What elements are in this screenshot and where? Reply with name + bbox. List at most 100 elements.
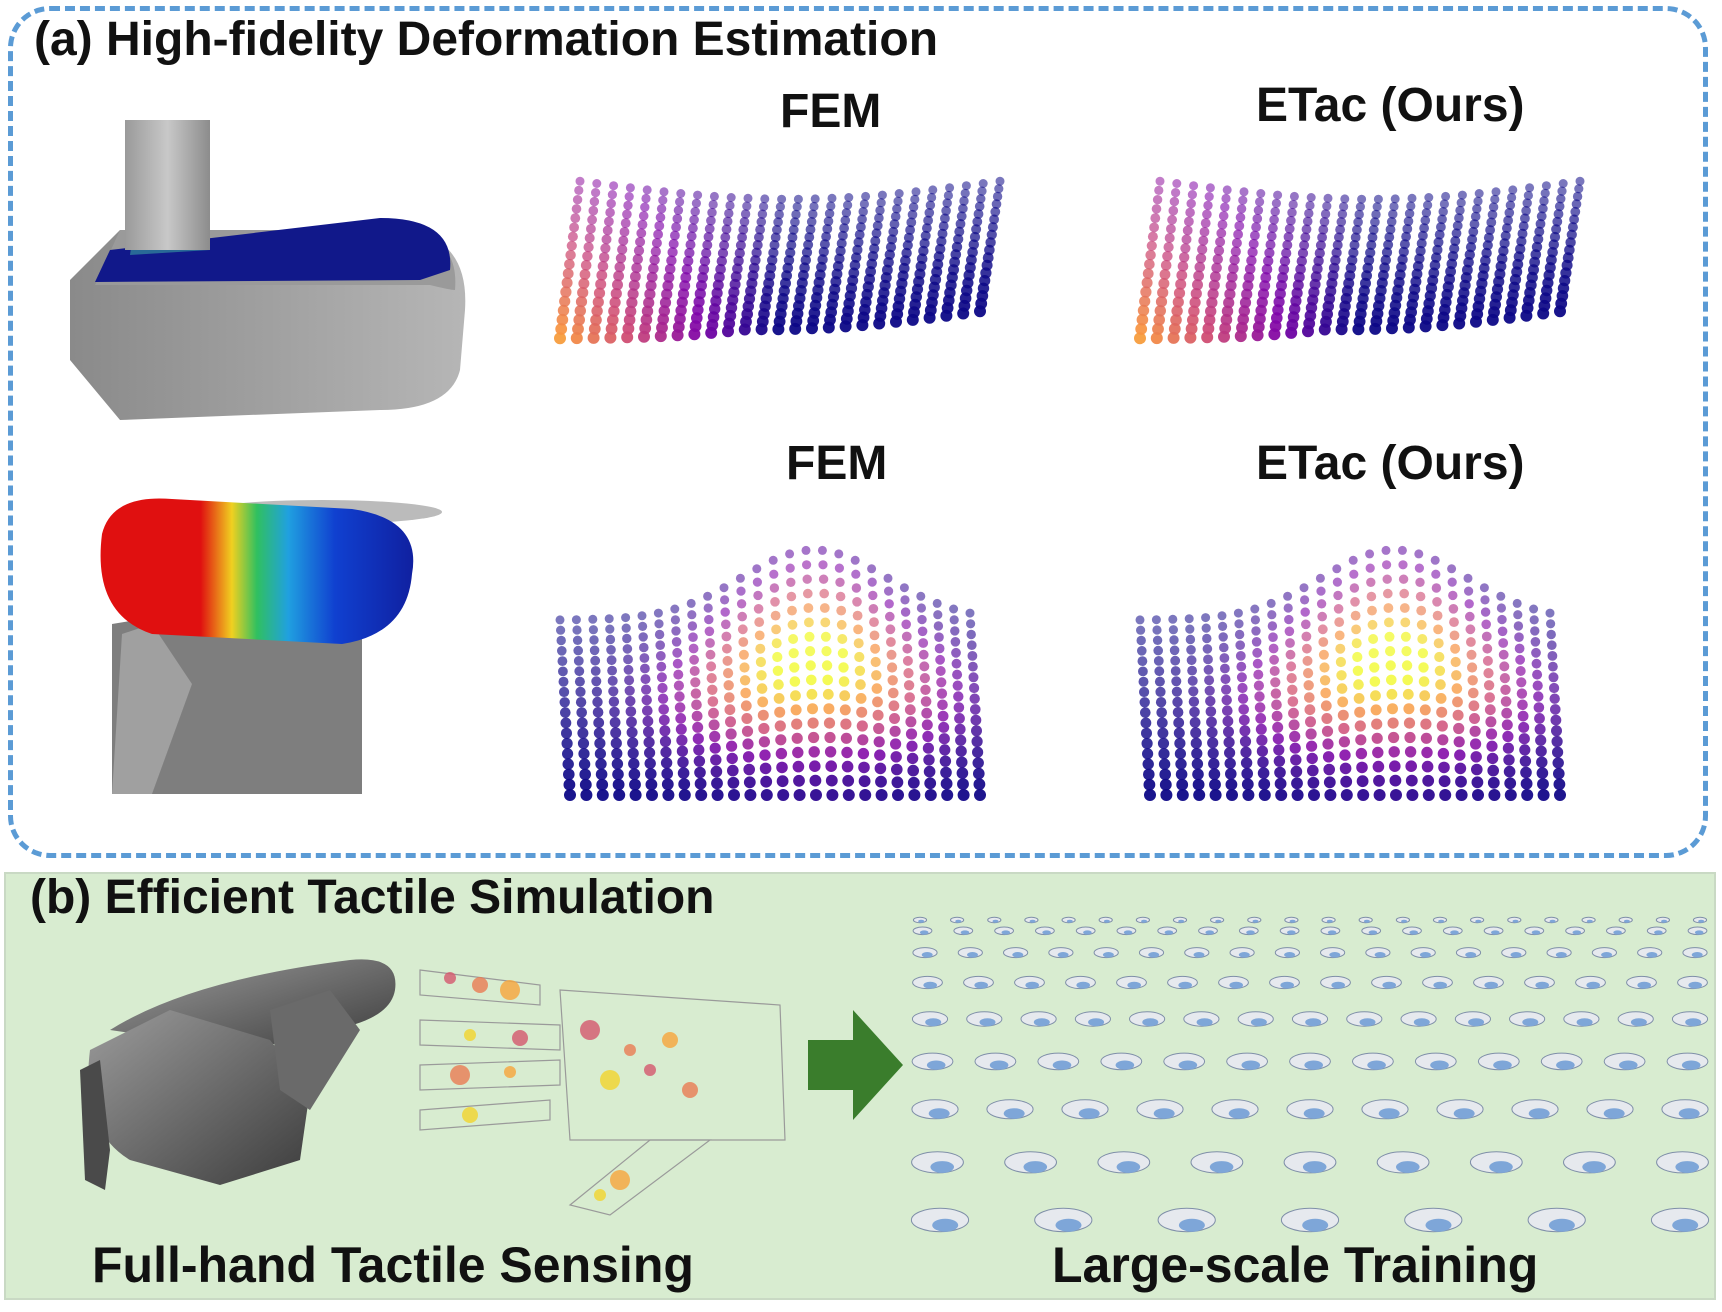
- point-cloud-dot: [907, 209, 918, 220]
- point-cloud-dot: [1431, 569, 1441, 579]
- point-cloud-dot: [627, 747, 639, 759]
- point-cloud-dot: [1269, 666, 1280, 676]
- mini-object-instance: [1468, 1018, 1485, 1027]
- point-cloud-dot: [1170, 655, 1181, 666]
- point-cloud-dot: [924, 208, 935, 218]
- point-cloud-dot: [1513, 621, 1524, 631]
- point-cloud-dot: [1402, 688, 1414, 700]
- point-cloud-dot: [1553, 767, 1565, 780]
- point-cloud-dot: [1236, 661, 1247, 672]
- point-cloud-dot: [1501, 719, 1513, 731]
- point-cloud-dot: [1176, 789, 1189, 801]
- point-cloud-dot: [901, 247, 912, 259]
- point-cloud-dot: [614, 261, 626, 273]
- panel-a-title: (a) High-fidelity Deformation Estimation: [34, 13, 939, 66]
- point-cloud-dot: [724, 208, 734, 219]
- point-cloud-dot: [970, 704, 981, 715]
- mini-object-instance: [1103, 919, 1110, 923]
- point-cloud-dot: [1154, 676, 1165, 687]
- point-cloud-dot: [753, 604, 764, 614]
- point-cloud-dot: [1385, 660, 1396, 671]
- point-cloud-dot: [649, 254, 660, 266]
- point-cloud-dot: [732, 263, 743, 274]
- point-cloud-dot: [1163, 242, 1174, 253]
- point-cloud-dot: [951, 658, 962, 669]
- point-cloud-dot: [566, 240, 577, 251]
- point-cloud-dot: [1340, 789, 1353, 801]
- point-cloud-dot: [1362, 262, 1374, 274]
- point-cloud-dot: [1383, 603, 1394, 613]
- point-cloud-dot: [1185, 207, 1195, 218]
- mini-object-instance: [1555, 952, 1567, 958]
- point-cloud-dot: [949, 615, 959, 625]
- point-cloud-dot: [1319, 662, 1330, 673]
- point-cloud-dot: [1271, 699, 1282, 711]
- point-cloud-dot: [1371, 718, 1383, 730]
- point-cloud-dot: [820, 631, 831, 642]
- point-cloud-dot: [1205, 183, 1215, 193]
- point-cloud-dot: [801, 545, 811, 555]
- point-cloud-dot: [1188, 305, 1200, 317]
- point-cloud-dot: [1533, 234, 1544, 245]
- point-cloud-dot: [916, 591, 926, 601]
- point-cloud-dot: [618, 235, 629, 246]
- point-cloud-dot: [1536, 767, 1549, 779]
- point-cloud-dot: [1168, 614, 1178, 624]
- point-cloud-dot: [1405, 774, 1418, 787]
- point-cloud-dot: [907, 776, 920, 789]
- point-cloud-dot: [1468, 700, 1480, 712]
- point-cloud-dot: [1446, 258, 1458, 270]
- point-cloud-dot: [1529, 615, 1539, 625]
- point-cloud-dot: [1532, 669, 1543, 680]
- point-cloud-dot: [1450, 236, 1461, 246]
- point-cloud-dot: [1284, 614, 1294, 625]
- point-cloud-dot: [1382, 560, 1392, 570]
- point-cloud-dot: [1407, 193, 1417, 203]
- point-cloud-dot: [940, 766, 952, 779]
- point-cloud-dot: [662, 280, 674, 292]
- point-cloud-dot: [1463, 573, 1473, 583]
- point-cloud-dot: [891, 763, 903, 776]
- point-cloud-dot: [900, 595, 910, 605]
- point-cloud-dot: [565, 249, 576, 261]
- point-cloud-dot: [1177, 261, 1189, 272]
- point-cloud-dot: [770, 232, 781, 243]
- point-cloud-dot: [1286, 673, 1297, 684]
- point-cloud-dot: [1447, 564, 1457, 574]
- point-cloud-dot: [788, 648, 799, 659]
- point-cloud-dot: [1400, 617, 1411, 628]
- point-cloud-dot: [1319, 675, 1331, 686]
- point-cloud-dot: [753, 590, 763, 601]
- point-cloud-dot: [690, 206, 700, 217]
- mini-object-instance: [1681, 1060, 1701, 1070]
- point-cloud-dot: [715, 263, 726, 275]
- point-cloud-dot: [1180, 243, 1191, 254]
- point-cloud-dot: [1235, 212, 1246, 223]
- point-cloud-dot: [1242, 789, 1255, 801]
- point-cloud-dot: [1205, 706, 1217, 717]
- point-cloud-dot: [714, 271, 725, 283]
- point-cloud-dot: [1368, 224, 1379, 235]
- point-cloud-dot: [1548, 239, 1559, 250]
- point-cloud-dot: [646, 789, 658, 801]
- mini-object-instance: [1209, 1161, 1234, 1173]
- point-cloud-dot: [1518, 733, 1530, 745]
- mini-object-instance: [1305, 1018, 1322, 1027]
- point-cloud-dot: [750, 255, 761, 266]
- point-cloud-dot: [756, 683, 768, 694]
- point-cloud-dot: [1146, 240, 1157, 251]
- point-cloud-dot: [571, 615, 581, 625]
- point-cloud-dot: [629, 789, 642, 801]
- point-cloud-dot: [722, 655, 733, 666]
- point-cloud-dot: [1282, 240, 1293, 250]
- mini-object-instance: [923, 981, 937, 989]
- point-cloud-dot: [976, 194, 986, 204]
- point-cloud-dot: [744, 789, 757, 801]
- point-cloud-dot: [777, 789, 790, 801]
- point-cloud-dot: [735, 573, 745, 583]
- point-cloud-dot: [793, 194, 803, 204]
- point-cloud-dot: [1549, 693, 1560, 704]
- point-cloud-dot: [854, 651, 865, 663]
- mini-object-instance: [1215, 919, 1222, 923]
- point-cloud-dot: [1472, 204, 1482, 214]
